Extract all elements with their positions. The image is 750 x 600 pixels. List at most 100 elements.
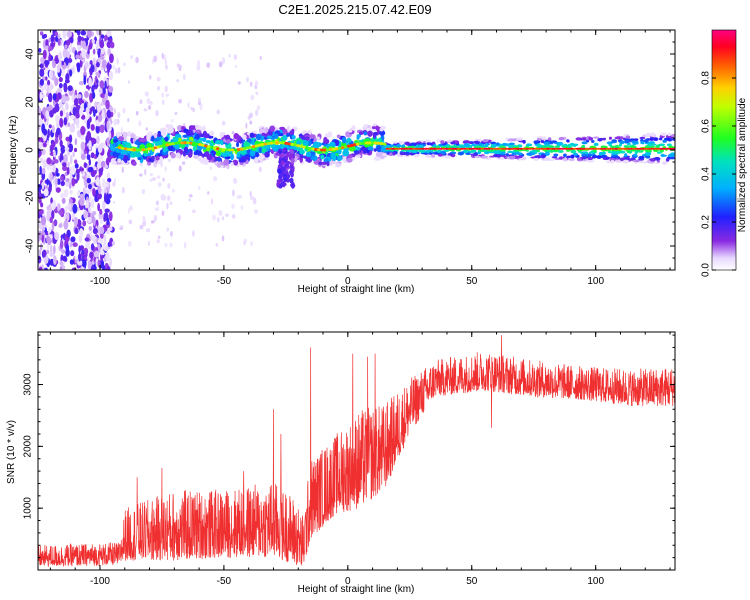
heatmap-cell	[66, 211, 70, 222]
heatmap-cell	[269, 125, 276, 132]
heatmap-cell	[77, 35, 82, 43]
heatmap-cell	[53, 244, 56, 255]
heatmap-cell	[572, 143, 579, 146]
heatmap-cell	[44, 76, 48, 81]
heatmap-cell	[326, 161, 330, 167]
heatmap-ridge	[331, 147, 336, 151]
heatmap-cell	[64, 44, 68, 49]
heatmap-cell	[149, 172, 153, 177]
heatmap-cell	[318, 161, 323, 166]
heatmap-cell	[58, 77, 63, 83]
heatmap-cell	[533, 157, 539, 161]
heatmap-cell	[238, 159, 244, 163]
heatmap-cell	[170, 152, 176, 159]
heatmap-cell	[116, 57, 119, 65]
heatmap-ridge	[495, 147, 500, 150]
heatmap-ridge	[129, 148, 134, 152]
heatmap-cell	[611, 153, 616, 156]
heatmap-ridge	[671, 147, 675, 150]
heatmap-cell	[41, 215, 47, 226]
heatmap-cell	[358, 131, 364, 135]
heatmap-cell	[38, 47, 42, 53]
heatmap-cell	[196, 63, 201, 71]
heatmap-cell	[106, 136, 110, 147]
heatmap-cell	[536, 138, 542, 141]
heatmap-cell	[87, 217, 92, 224]
heatmap-cell	[99, 208, 103, 215]
heatmap-cell	[216, 109, 220, 115]
heatmap-cell	[642, 161, 648, 164]
heatmap-ridge	[581, 147, 586, 150]
spectrogram-ticks: -100 -50 0 50 100 -40 -20 0 20 40	[25, 29, 675, 287]
heatmap-cell	[482, 139, 489, 143]
heatmap-cell	[188, 198, 191, 202]
heatmap-cell	[346, 154, 353, 159]
heatmap-cell	[405, 149, 413, 153]
heatmap-ridge	[370, 141, 375, 145]
heatmap-cell	[64, 146, 70, 151]
spectrogram-ytick-label: 40	[25, 48, 36, 60]
heatmap-cell	[55, 172, 60, 177]
heatmap-cell	[66, 30, 72, 39]
heatmap-cell	[147, 240, 151, 247]
heatmap-cell	[57, 52, 62, 61]
heatmap-cell	[127, 117, 130, 123]
heatmap-cell	[53, 159, 59, 164]
heatmap-cell	[323, 136, 328, 143]
heatmap-cell	[570, 149, 577, 154]
heatmap-cell	[49, 252, 55, 257]
heatmap-cell	[42, 49, 47, 60]
spectrogram-ytick-label: -40	[25, 238, 36, 253]
heatmap-cell	[241, 134, 247, 140]
heatmap-ridge	[638, 147, 643, 150]
heatmap-cell	[99, 232, 104, 239]
heatmap-cell	[71, 212, 76, 221]
heatmap-cell	[88, 158, 91, 166]
heatmap-cell	[236, 141, 240, 148]
heatmap-ridge	[236, 148, 241, 152]
heatmap-ridge	[519, 147, 524, 150]
heatmap-cell	[495, 142, 500, 146]
colorbar: 0.0 0.2 0.4 0.6 0.8 Normalized spectral ampl…	[701, 29, 748, 277]
heatmap-cell	[631, 149, 636, 152]
heatmap-cell	[216, 157, 222, 162]
heatmap-cell	[117, 112, 121, 118]
heatmap-cell	[83, 247, 88, 254]
heatmap-cell	[38, 117, 43, 127]
heatmap-cell	[431, 153, 435, 158]
heatmap-cell	[596, 155, 602, 159]
heatmap-cell	[39, 91, 43, 101]
heatmap-cell	[316, 136, 320, 140]
heatmap-cell	[135, 111, 139, 116]
heatmap-cell	[212, 214, 216, 221]
heatmap-cell	[47, 79, 51, 86]
heatmap-cell	[85, 106, 90, 114]
heatmap-cell	[236, 151, 241, 158]
heatmap-cell	[156, 76, 161, 82]
heatmap-cell	[667, 154, 675, 158]
heatmap-cell	[99, 80, 105, 89]
heatmap-cell	[62, 49, 68, 59]
heatmap-cell	[649, 137, 655, 141]
heatmap-cell	[183, 146, 189, 154]
heatmap-cell	[67, 202, 72, 211]
heatmap-cell	[250, 240, 253, 247]
heatmap-ridge	[507, 147, 512, 150]
heatmap-cell	[142, 215, 146, 222]
heatmap-cell	[91, 211, 97, 216]
heatmap-cell	[321, 161, 328, 165]
heatmap-cell	[112, 142, 119, 148]
heatmap-cell	[192, 209, 196, 214]
heatmap-cell	[659, 135, 664, 139]
heatmap-ridge	[135, 148, 140, 152]
heatmap-cell	[60, 192, 65, 199]
heatmap-cell	[106, 265, 111, 270]
heatmap-cell	[38, 191, 42, 199]
heatmap-cell	[614, 136, 621, 140]
heatmap-cell	[624, 139, 629, 143]
heatmap-cell	[192, 146, 197, 152]
heatmap-cell	[576, 157, 582, 161]
heatmap-ridge	[471, 147, 476, 150]
heatmap-cell	[95, 178, 100, 186]
heatmap-cell	[230, 161, 235, 167]
